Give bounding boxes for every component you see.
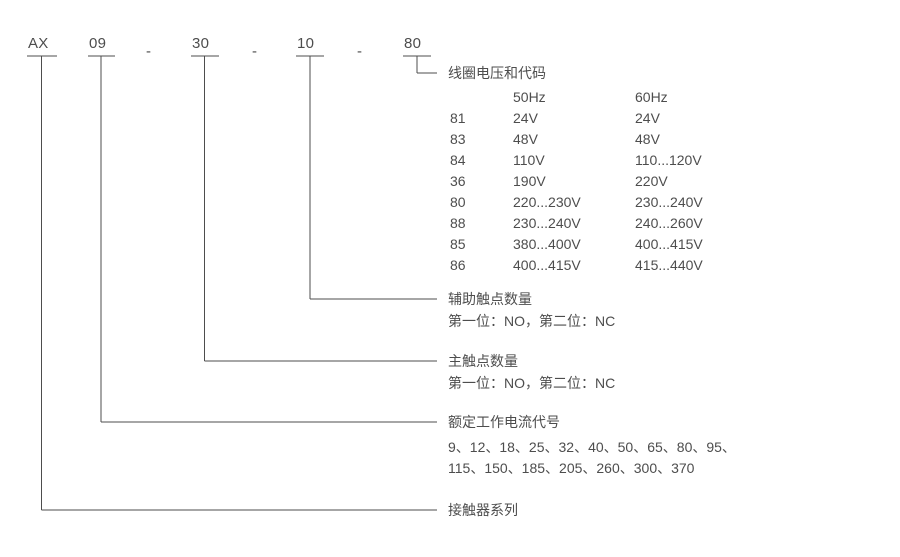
- code-segment-current: 09: [89, 35, 107, 52]
- code-segment-aux-contacts: 10: [297, 35, 315, 52]
- callout-subtitle-main-contacts: 第一位：NO，第二位：NC: [448, 375, 616, 391]
- voltage-row-code: 36: [450, 173, 466, 189]
- voltage-row-50hz: 380...400V: [513, 236, 581, 252]
- voltage-row-50hz: 220...230V: [513, 194, 581, 210]
- voltage-row-60hz: 48V: [635, 131, 660, 147]
- code-separator-1: -: [146, 43, 151, 60]
- voltage-row-code: 84: [450, 152, 466, 168]
- code-segment-series: AX: [28, 35, 49, 52]
- voltage-row-50hz: 110V: [513, 152, 545, 168]
- callout-subtitle-rated-current-line2: 115、150、185、205、260、300、370: [448, 460, 695, 476]
- code-separator-3: -: [357, 43, 362, 60]
- code-segment-main-contacts: 30: [192, 35, 210, 52]
- voltage-row-code: 83: [450, 131, 466, 147]
- voltage-row-code: 85: [450, 236, 466, 252]
- callout-title-rated-current: 额定工作电流代号: [448, 414, 560, 430]
- code-segment-coil-voltage: 80: [404, 35, 422, 52]
- voltage-row-50hz: 230...240V: [513, 215, 581, 231]
- callout-title-main-contacts: 主触点数量: [448, 353, 518, 369]
- code-separator-2: -: [252, 43, 257, 60]
- voltage-row-60hz: 415...440V: [635, 257, 703, 273]
- voltage-table-header-50hz: 50Hz: [513, 89, 546, 105]
- voltage-row-code: 80: [450, 194, 466, 210]
- voltage-row-50hz: 400...415V: [513, 257, 581, 273]
- voltage-table-header-60hz: 60Hz: [635, 89, 668, 105]
- voltage-row-code: 88: [450, 215, 466, 231]
- voltage-row-code: 86: [450, 257, 466, 273]
- voltage-row-60hz: 240...260V: [635, 215, 703, 231]
- callout-title-coil-voltage: 线圈电压和代码: [448, 65, 546, 81]
- callout-title-aux-contacts: 辅助触点数量: [448, 291, 532, 307]
- callout-subtitle-aux-contacts: 第一位：NO，第二位：NC: [448, 313, 616, 329]
- voltage-row-60hz: 230...240V: [635, 194, 703, 210]
- voltage-row-60hz: 24V: [635, 110, 660, 126]
- voltage-row-50hz: 48V: [513, 131, 538, 147]
- voltage-row-50hz: 24V: [513, 110, 538, 126]
- voltage-row-code: 81: [450, 110, 466, 126]
- callout-title-contactor-series: 接触器系列: [448, 502, 518, 518]
- voltage-row-60hz: 400...415V: [635, 236, 703, 252]
- voltage-row-50hz: 190V: [513, 173, 546, 189]
- callout-subtitle-rated-current-line1: 9、12、18、25、32、40、50、65、80、95、: [448, 439, 736, 455]
- voltage-row-60hz: 110...120V: [635, 152, 702, 168]
- voltage-row-60hz: 220V: [635, 173, 668, 189]
